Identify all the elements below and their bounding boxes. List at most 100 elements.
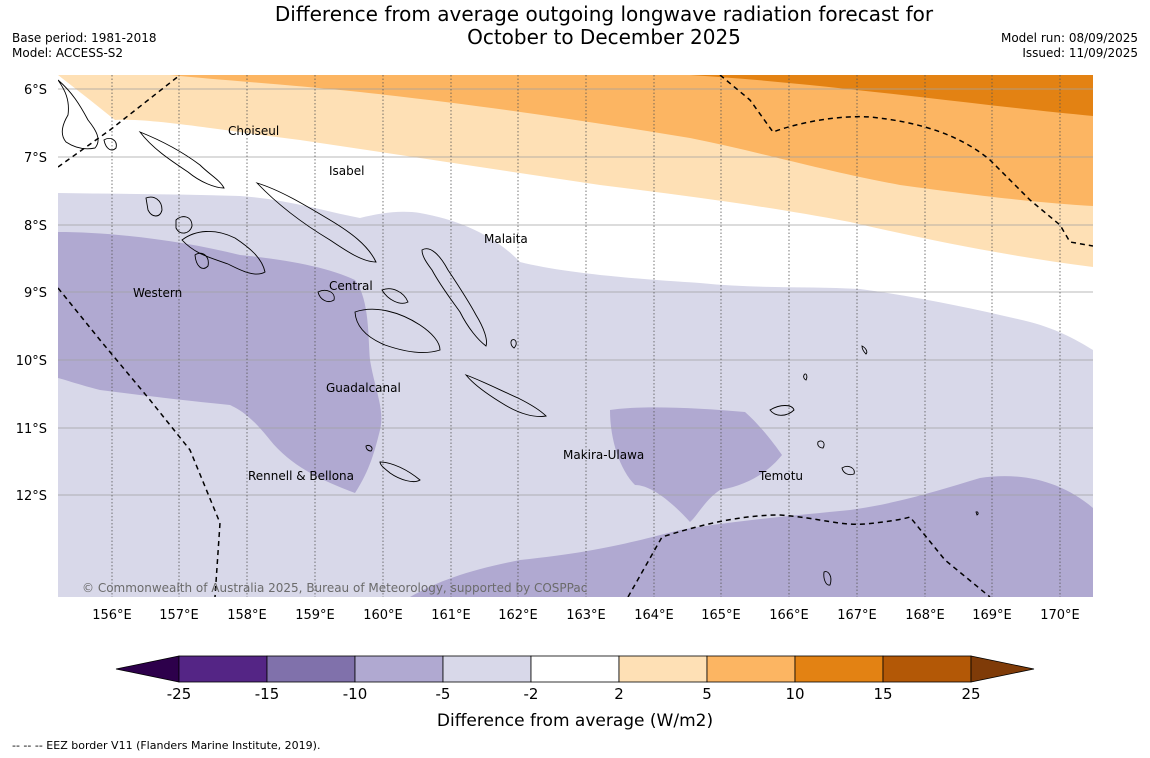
- colorbar-bin-pos-10-15: [794, 655, 884, 683]
- lon-label-167e: 167°E: [837, 608, 877, 623]
- utupua-coast: [817, 440, 825, 449]
- lon-label-163e: 163°E: [566, 608, 606, 623]
- title-line-2: October to December 2025: [467, 25, 741, 49]
- coastlines: [58, 79, 979, 586]
- lon-label-160e: 160°E: [363, 608, 403, 623]
- lat-label-10s: 10°S: [16, 354, 47, 369]
- russell-islands-coast: [381, 288, 409, 304]
- lon-label-170e: 170°E: [1040, 608, 1080, 623]
- issued-text: Issued: 11/09/2025: [1022, 46, 1138, 60]
- lon-label-158e: 158°E: [227, 608, 267, 623]
- guadalcanal-coast: [354, 308, 441, 353]
- eez-border-northeast: [719, 75, 1093, 247]
- colorbar-bin-neg-5-2: [442, 655, 532, 683]
- label-guadalcanal: Guadalcanal: [326, 381, 401, 395]
- colorbar-tick-5: 5: [702, 685, 712, 703]
- lat-label-7s: 7°S: [24, 151, 47, 166]
- lat-label-12s: 12°S: [16, 489, 47, 504]
- lat-label-11s: 11°S: [16, 422, 47, 437]
- colorbar-extend-low: [115, 655, 180, 683]
- eez-border: [58, 75, 1093, 597]
- colorbar: [115, 655, 1035, 683]
- colorbar-ticks: -25 -15 -10 -5 -2 2 5 10 15 25: [167, 685, 981, 703]
- anuta-coast: [975, 511, 979, 516]
- bellona-coast: [365, 445, 373, 452]
- new-georgia-coast: [181, 231, 266, 275]
- band-neg-5-10-south: [410, 476, 1093, 597]
- label-isabel: Isabel: [329, 164, 364, 178]
- label-central: Central: [329, 279, 373, 293]
- label-temotu: Temotu: [758, 469, 803, 483]
- colorbar-bin-neg-15-10: [266, 655, 356, 683]
- lon-label-166e: 166°E: [769, 608, 809, 623]
- lon-label-169e: 169°E: [972, 608, 1012, 623]
- eez-border-south: [627, 514, 991, 597]
- eez-border-west: [58, 287, 221, 597]
- choiseul-coast: [138, 130, 225, 189]
- lon-label-165e: 165°E: [701, 608, 741, 623]
- eez-footnote: -- -- -- EEZ border V11 (Flanders Marine…: [12, 739, 321, 752]
- lon-label-157e: 157°E: [159, 608, 199, 623]
- tikopia-coast: [823, 571, 832, 586]
- copyright-text: © Commonwealth of Australia 2025, Bureau…: [82, 581, 587, 595]
- shortland-coast: [103, 137, 117, 151]
- lat-label-8s: 8°S: [24, 219, 47, 234]
- duff-islands-coast: [803, 373, 808, 381]
- florida-islands-coast: [317, 289, 335, 303]
- colorbar-tick-2: 2: [614, 685, 624, 703]
- colorbar-tick-neg2: -2: [524, 685, 539, 703]
- lat-labels: 6°S 7°S 8°S 9°S 10°S 11°S 12°S: [16, 83, 47, 504]
- lon-label-162e: 162°E: [498, 608, 538, 623]
- rendova-coast: [194, 252, 209, 269]
- lon-label-161e: 161°E: [431, 608, 471, 623]
- map-panel: Choiseul Isabel Malaita Western Central …: [58, 75, 1093, 597]
- label-choiseul: Choiseul: [228, 124, 279, 138]
- makira-coast: [464, 374, 547, 417]
- santa-cruz-coast: [769, 405, 795, 416]
- label-rennell-bellona: Rennell & Bellona: [248, 469, 354, 483]
- lat-label-6s: 6°S: [24, 83, 47, 98]
- vanikoro-coast: [841, 465, 855, 476]
- colorbar-tick-neg5: -5: [436, 685, 451, 703]
- page-title: Difference from average outgoing longwav…: [200, 3, 1008, 49]
- label-makira-ulawa: Makira-Ulawa: [563, 448, 644, 462]
- colorbar-bin-pos-2-5: [618, 655, 708, 683]
- band-pos-5-10: [170, 75, 1093, 206]
- malaita-coast: [421, 248, 487, 347]
- colorbar-bin-neg-10-5: [354, 655, 444, 683]
- eez-border-north: [58, 75, 181, 168]
- lon-label-159e: 159°E: [295, 608, 335, 623]
- colorbar-tick-neg25: -25: [167, 685, 192, 703]
- title-line-1: Difference from average outgoing longwav…: [274, 2, 934, 26]
- reef-islands-coast: [861, 345, 868, 355]
- label-western: Western: [133, 286, 182, 300]
- bougainville-coast: [58, 79, 99, 150]
- rennell-coast: [379, 461, 421, 483]
- lon-labels: 156°E 157°E 158°E 159°E 160°E 161°E 162°…: [92, 608, 1080, 623]
- colorbar-tick-25: 25: [961, 685, 980, 703]
- lat-label-9s: 9°S: [24, 286, 47, 301]
- model-text: Model: ACCESS-S2: [12, 46, 124, 60]
- band-pos-10-15: [690, 75, 1093, 116]
- colorbar-tick-15: 15: [873, 685, 892, 703]
- band-neg-5-10-east: [610, 407, 782, 522]
- ulawa-coast: [510, 339, 517, 349]
- colorbar-tick-neg10: -10: [343, 685, 368, 703]
- label-malaita: Malaita: [484, 232, 528, 246]
- lon-gridlines: [111, 75, 1061, 597]
- colorbar-tick-neg15: -15: [255, 685, 280, 703]
- base-period-text: Base period: 1981-2018: [12, 31, 157, 45]
- colorbar-extend-high: [970, 655, 1035, 683]
- lon-label-168e: 168°E: [905, 608, 945, 623]
- meta-right: Model run: 08/09/2025 Issued: 11/09/2025: [1001, 31, 1138, 61]
- vella-lavella-coast: [145, 196, 163, 217]
- colorbar-bin-neg-25-15: [178, 655, 268, 683]
- lon-label-156e: 156°E: [92, 608, 132, 623]
- lat-gridlines: [58, 88, 1093, 496]
- colorbar-label: Difference from average (W/m2): [437, 711, 713, 731]
- colorbar-tick-10: 10: [785, 685, 804, 703]
- santa-isabel-coast: [255, 182, 377, 263]
- lon-label-164e: 164°E: [634, 608, 674, 623]
- province-labels: Choiseul Isabel Malaita Western Central …: [133, 124, 803, 483]
